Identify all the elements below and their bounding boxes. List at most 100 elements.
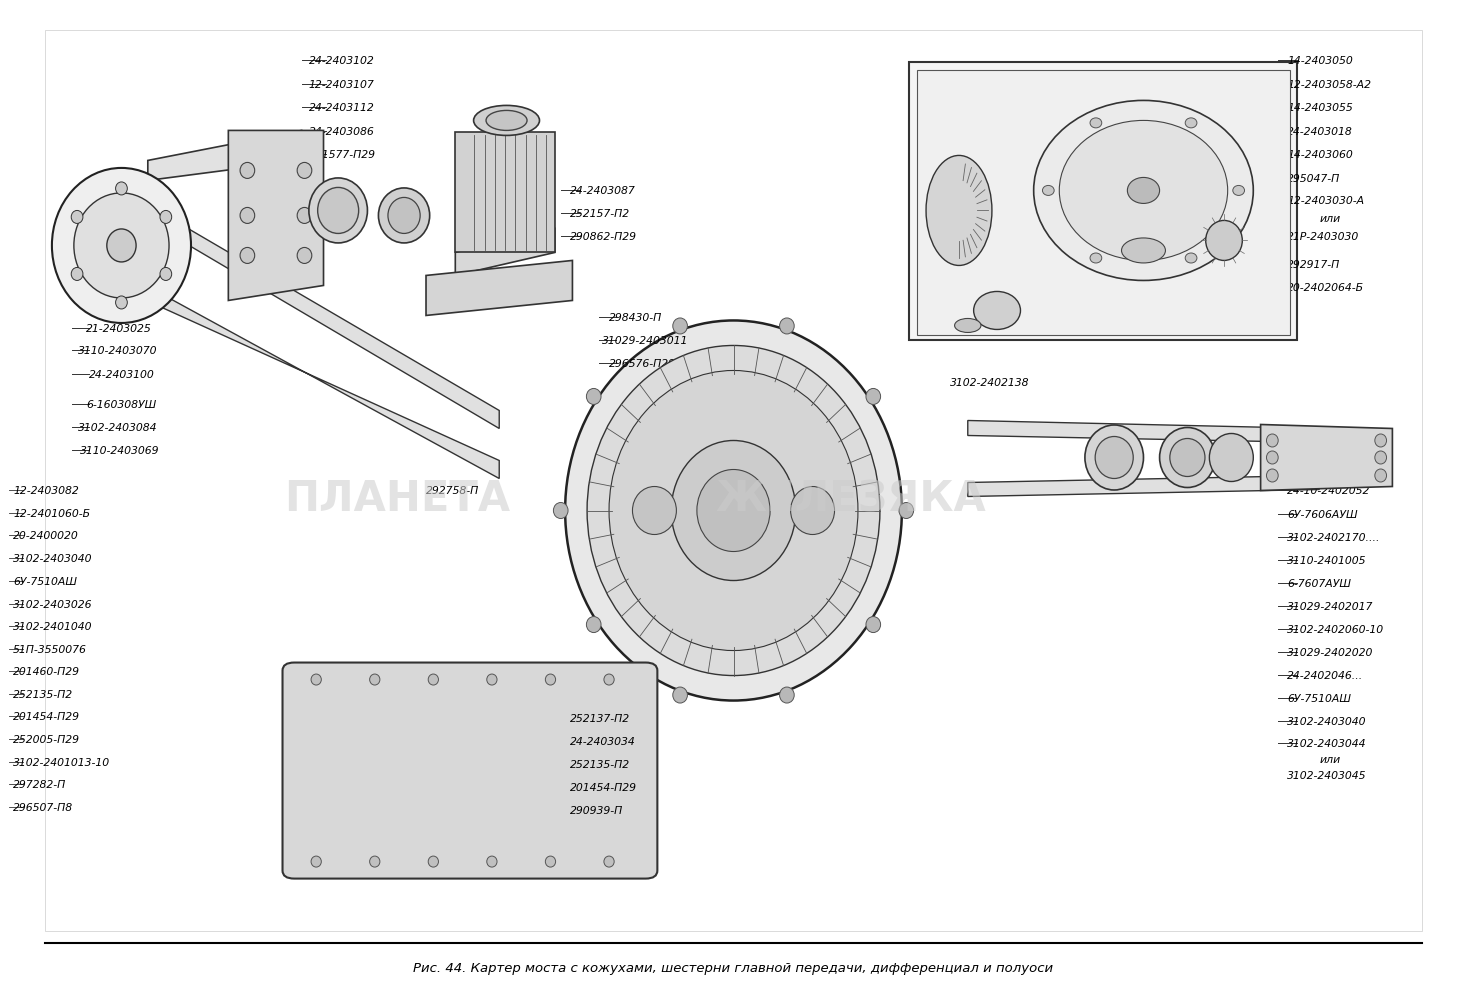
Text: 6У-7606АУШ: 6У-7606АУШ — [1287, 509, 1357, 519]
Text: 24-2403034: 24-2403034 — [569, 735, 635, 745]
Text: Рис. 44. Картер моста с кожухами, шестерни главной передачи, дифференциал и полу: Рис. 44. Картер моста с кожухами, шестер… — [414, 961, 1053, 974]
Text: или: или — [1319, 754, 1341, 764]
Ellipse shape — [387, 198, 420, 234]
Ellipse shape — [311, 674, 321, 685]
Text: 292758-П: 292758-П — [425, 486, 480, 496]
Text: 6У-7510АШ: 6У-7510АШ — [1287, 692, 1351, 702]
Polygon shape — [1260, 425, 1392, 491]
Text: 21Р-2403030: 21Р-2403030 — [1287, 232, 1360, 242]
Text: 252157-П2: 252157-П2 — [569, 209, 629, 219]
Text: 31029-2402017: 31029-2402017 — [1287, 601, 1373, 611]
Ellipse shape — [318, 188, 358, 234]
Bar — [917, 71, 1289, 336]
Ellipse shape — [1169, 439, 1204, 477]
Text: 20-2402064-Б: 20-2402064-Б — [1287, 284, 1364, 294]
Ellipse shape — [779, 319, 794, 335]
Polygon shape — [968, 421, 1319, 443]
Text: 3102-2401013-10: 3102-2401013-10 — [13, 757, 110, 767]
Ellipse shape — [1185, 119, 1197, 128]
Polygon shape — [229, 131, 324, 302]
Ellipse shape — [370, 857, 380, 867]
Ellipse shape — [241, 248, 255, 265]
Text: 24-2403112: 24-2403112 — [310, 103, 374, 113]
Polygon shape — [968, 476, 1319, 497]
Ellipse shape — [1121, 238, 1165, 264]
Text: 221577-П29: 221577-П29 — [310, 150, 376, 160]
Ellipse shape — [1206, 221, 1243, 262]
Polygon shape — [148, 131, 302, 181]
Text: ПЛАНЕТА: ПЛАНЕТА — [283, 478, 511, 520]
Text: 12-2403030-А: 12-2403030-А — [1287, 196, 1364, 206]
Text: 6-7607АУШ: 6-7607АУШ — [1287, 578, 1351, 588]
Ellipse shape — [632, 487, 676, 535]
Ellipse shape — [1090, 119, 1102, 128]
Ellipse shape — [241, 208, 255, 224]
Text: 3110-2401005: 3110-2401005 — [1287, 555, 1366, 565]
Ellipse shape — [370, 674, 380, 685]
Ellipse shape — [241, 163, 255, 179]
Ellipse shape — [51, 168, 191, 324]
Ellipse shape — [866, 617, 880, 633]
Text: 6-160308УШ: 6-160308УШ — [87, 400, 157, 410]
Ellipse shape — [1086, 426, 1143, 491]
Ellipse shape — [609, 371, 858, 651]
Ellipse shape — [926, 156, 992, 267]
Ellipse shape — [546, 674, 556, 685]
Ellipse shape — [116, 297, 128, 310]
Ellipse shape — [604, 857, 615, 867]
Ellipse shape — [546, 857, 556, 867]
Text: 12-2403107: 12-2403107 — [310, 80, 374, 90]
Text: 3102-2402060-10: 3102-2402060-10 — [1287, 624, 1383, 634]
Text: 31029-2403011: 31029-2403011 — [601, 336, 688, 346]
Text: 3102-2401040: 3102-2401040 — [13, 621, 92, 631]
Polygon shape — [455, 229, 555, 277]
Text: 3102-2403084: 3102-2403084 — [78, 423, 157, 433]
Ellipse shape — [298, 163, 312, 179]
Ellipse shape — [1159, 428, 1215, 488]
Ellipse shape — [899, 503, 914, 519]
Text: 201460-П29: 201460-П29 — [13, 666, 81, 676]
Text: 51П-3550076: 51П-3550076 — [13, 644, 87, 654]
Ellipse shape — [553, 503, 568, 519]
Text: 21-2403025: 21-2403025 — [87, 324, 153, 334]
Ellipse shape — [1266, 435, 1278, 448]
Text: 298430-П: 298430-П — [609, 314, 662, 323]
Ellipse shape — [107, 229, 136, 263]
Text: ЖЕЛЕЗЯКА: ЖЕЛЕЗЯКА — [716, 478, 986, 520]
Ellipse shape — [1127, 178, 1159, 204]
Ellipse shape — [160, 211, 172, 224]
Ellipse shape — [1059, 121, 1228, 262]
Text: 3110-2403070: 3110-2403070 — [78, 346, 157, 356]
Ellipse shape — [72, 269, 84, 282]
Ellipse shape — [474, 106, 540, 136]
FancyBboxPatch shape — [283, 663, 657, 879]
Text: 14-2403055: 14-2403055 — [1287, 103, 1353, 113]
Text: 290939-П: 290939-П — [569, 805, 623, 815]
Ellipse shape — [1209, 434, 1253, 482]
Text: 31029-2402020: 31029-2402020 — [1287, 647, 1373, 657]
Text: 14-2403060: 14-2403060 — [1287, 150, 1353, 160]
Text: 252005-П29: 252005-П29 — [13, 733, 81, 743]
Polygon shape — [133, 280, 499, 479]
Text: 201454-П29: 201454-П29 — [13, 710, 81, 720]
Ellipse shape — [673, 687, 688, 703]
Text: 292917-П: 292917-П — [1287, 261, 1341, 271]
Ellipse shape — [378, 188, 430, 243]
Text: 12-2403058-А2: 12-2403058-А2 — [1287, 80, 1372, 90]
Ellipse shape — [866, 389, 880, 405]
Ellipse shape — [73, 193, 169, 299]
Ellipse shape — [1185, 254, 1197, 264]
Ellipse shape — [1375, 452, 1386, 465]
Text: 296507-П8: 296507-П8 — [13, 802, 73, 812]
Ellipse shape — [697, 470, 770, 552]
Ellipse shape — [72, 211, 84, 224]
Text: 290862-П29: 290862-П29 — [569, 232, 637, 242]
Ellipse shape — [1043, 186, 1055, 196]
Ellipse shape — [672, 441, 795, 581]
Text: 12-2403082: 12-2403082 — [13, 486, 79, 496]
Ellipse shape — [1266, 452, 1278, 465]
Ellipse shape — [1096, 437, 1133, 479]
Text: 252137-П2: 252137-П2 — [569, 712, 629, 722]
Ellipse shape — [974, 293, 1021, 330]
Ellipse shape — [565, 321, 902, 700]
